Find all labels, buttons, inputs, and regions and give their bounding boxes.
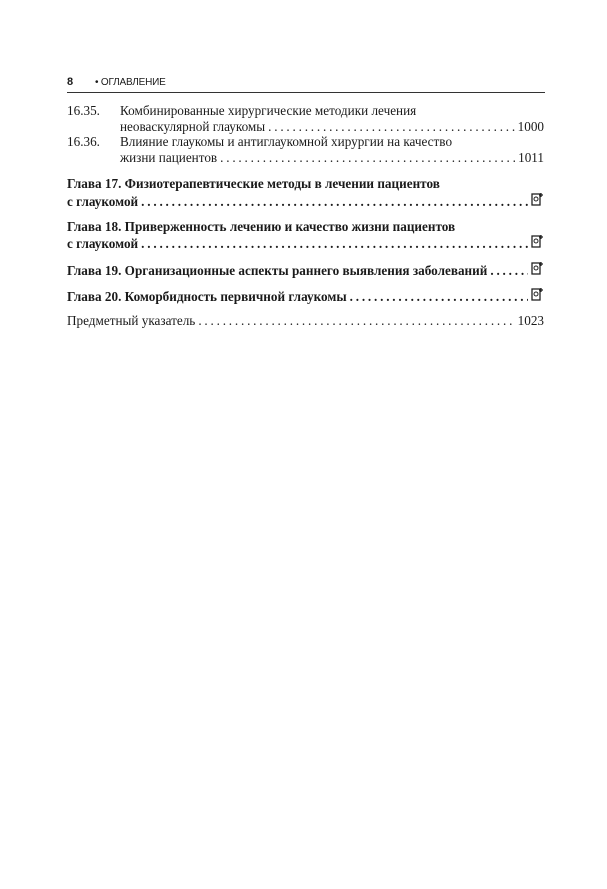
dot-leader: [141, 236, 528, 252]
table-of-contents: 16.35. Комбинированные хирургические мето…: [67, 103, 544, 329]
chapter-title: Глава 18. Приверженность лечению и качес…: [67, 218, 456, 234]
dot-leader: [350, 289, 528, 305]
entry-title-cont: неоваскулярной глаукомы: [120, 118, 266, 134]
toc-entry-16-36[interactable]: 16.36. Влияние глаукомы и антиглаукомной …: [67, 134, 544, 165]
dot-leader: [220, 150, 515, 166]
entry-title: Влияние глаукомы и антиглаукомной хирург…: [120, 134, 453, 150]
toc-chapter-18[interactable]: Глава 18. Приверженность лечению и качес…: [67, 219, 544, 252]
toc-index[interactable]: Предметный указатель 1023: [67, 313, 544, 329]
toc-entry-16-35[interactable]: 16.35. Комбинированные хирургические мето…: [67, 103, 544, 134]
dot-leader: [141, 194, 528, 210]
dot-leader: [198, 313, 514, 329]
entry-title-cont: жизни пациентов: [120, 149, 218, 165]
entry-number: 16.36.: [67, 134, 100, 150]
online-material-icon: [531, 234, 544, 248]
running-header: 8 • ОГЛАВЛЕНИЕ: [67, 75, 545, 93]
chapter-title: Глава 17. Физиотерапевтические методы в …: [67, 176, 440, 192]
entry-title: Комбинированные хирургические методики л…: [120, 103, 417, 118]
chapter-title-cont: с глаукомой: [67, 236, 139, 252]
online-material-icon: [531, 261, 544, 275]
chapter-title: Глава 19. Организационные аспекты раннег…: [67, 262, 488, 278]
online-material-icon: [531, 287, 544, 301]
entry-number: 16.35.: [67, 103, 100, 118]
chapter-title: Глава 20. Коморбидность первичной глауко…: [67, 289, 347, 305]
toc-chapter-17[interactable]: Глава 17. Физиотерапевтические методы в …: [67, 176, 544, 209]
page-number: 8: [67, 76, 74, 88]
toc-chapter-19[interactable]: Глава 19. Организационные аспекты раннег…: [67, 261, 544, 279]
index-label: Предметный указатель: [67, 312, 196, 328]
online-material-icon: [531, 192, 544, 206]
chapter-title-cont: с глаукомой: [67, 193, 139, 209]
entry-page: 1011: [518, 149, 544, 165]
dot-leader: [268, 119, 515, 135]
dot-leader: [490, 263, 528, 279]
index-page: 1023: [517, 312, 544, 328]
section-title: • ОГЛАВЛЕНИЕ: [95, 77, 166, 88]
entry-page: 1000: [517, 118, 544, 134]
toc-chapter-20[interactable]: Глава 20. Коморбидность первичной глауко…: [67, 287, 544, 305]
